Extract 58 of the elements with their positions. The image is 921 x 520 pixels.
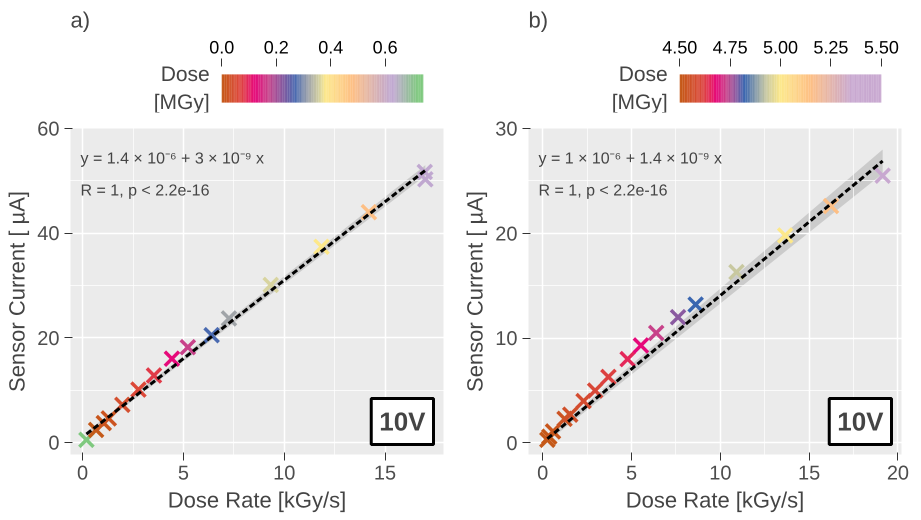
point xyxy=(647,324,666,342)
color-bar-label: 0.6 xyxy=(372,38,398,58)
point xyxy=(586,382,604,400)
y-tick-label: 30 xyxy=(495,118,518,140)
color-bar-label: 4.75 xyxy=(712,38,748,58)
chart-title: b) xyxy=(528,8,548,32)
annotation: R = 1, p < 2.2e-16 xyxy=(80,182,210,200)
point xyxy=(561,406,580,424)
color-bar-label: 0.2 xyxy=(264,38,289,58)
x-tick-label: 0 xyxy=(537,462,548,484)
point xyxy=(874,166,892,184)
chart-title: a) xyxy=(70,8,90,32)
annotation: y = 1 × 10⁻⁶ + 1.4 × 10⁻⁹ x xyxy=(538,150,722,168)
point xyxy=(262,276,280,294)
annotation: 10V xyxy=(379,406,426,436)
point xyxy=(179,338,197,356)
point xyxy=(686,296,704,314)
point xyxy=(669,308,687,326)
x-tick-label: 10 xyxy=(709,462,732,484)
point xyxy=(574,392,592,410)
color-bar-label: 5.50 xyxy=(864,38,899,58)
point xyxy=(776,226,794,244)
point xyxy=(145,366,163,384)
annotation: R = 1, p < 2.2e-16 xyxy=(538,182,668,200)
y-axis-title: Sensor Current [ µA] xyxy=(4,191,30,392)
annotation: 10V xyxy=(837,406,884,436)
x-tick-label: 5 xyxy=(626,462,638,484)
x-tick-label: 15 xyxy=(798,462,820,484)
y-tick-label: 20 xyxy=(37,328,60,350)
color-bar-label: 0.4 xyxy=(318,38,344,58)
point xyxy=(130,380,148,398)
y-tick-label: 40 xyxy=(37,223,60,246)
point xyxy=(220,310,238,328)
color-bar-label: 5.25 xyxy=(813,38,848,58)
point xyxy=(618,350,636,368)
y-tick-label: 20 xyxy=(495,223,518,246)
color-bar-label: 0.0 xyxy=(209,38,234,58)
point xyxy=(556,410,574,428)
color-bar-label: 4.50 xyxy=(662,38,698,58)
point xyxy=(163,350,181,368)
color-bar-label: 5.00 xyxy=(763,38,798,58)
x-axis-title: Dose Rate [kGy/s] xyxy=(168,488,346,512)
y-tick-label: 60 xyxy=(37,118,60,140)
annotation: y = 1.4 × 10⁻⁶ + 3 × 10⁻⁹ x xyxy=(80,150,264,168)
y-axis-title: Sensor Current [ µA] xyxy=(462,191,488,392)
x-tick-label: 10 xyxy=(273,462,296,484)
point xyxy=(312,238,330,256)
x-axis-title: Dose Rate [kGy/s] xyxy=(626,488,804,512)
x-tick-label: 0 xyxy=(77,462,88,484)
x-tick-label: 20 xyxy=(886,462,910,484)
point xyxy=(632,336,650,354)
point xyxy=(600,368,618,386)
x-tick-label: 5 xyxy=(178,462,189,484)
point xyxy=(728,263,746,281)
y-tick-label: 0 xyxy=(506,432,518,455)
y-tick-label: 0 xyxy=(48,432,60,454)
y-tick-label: 10 xyxy=(495,328,518,350)
x-tick-label: 15 xyxy=(374,462,396,484)
